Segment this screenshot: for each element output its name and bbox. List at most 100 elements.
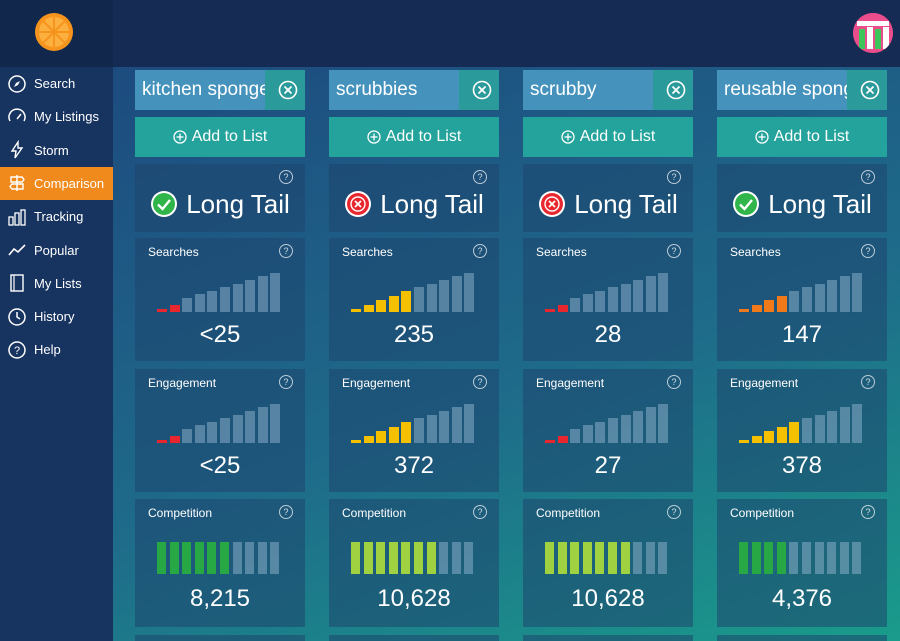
add-to-list-label: Add to List: [385, 128, 462, 145]
level-bar: [570, 429, 581, 443]
orange-logo-icon[interactable]: [34, 12, 74, 52]
sidebar-item-my-listings[interactable]: My Listings: [0, 100, 113, 133]
sidebar-item-popular[interactable]: Popular: [0, 234, 113, 267]
level-bar: [257, 542, 267, 574]
clear-keyword-icon[interactable]: [278, 80, 298, 100]
help-icon[interactable]: ?: [473, 505, 487, 519]
keyword-input[interactable]: scrubby: [523, 70, 653, 110]
keyword-input[interactable]: reusable sponge: [717, 70, 847, 110]
keyword-box: reusable sponge: [717, 70, 887, 110]
level-bar: [426, 283, 437, 312]
sidebar-item-comparison[interactable]: Comparison: [0, 166, 113, 200]
help-icon[interactable]: ?: [861, 170, 875, 184]
level-bar: [363, 304, 374, 312]
level-bar: [852, 403, 863, 443]
level-bar: [751, 435, 762, 443]
help-icon[interactable]: ?: [473, 244, 487, 258]
long-tail-status: Long Tail: [135, 186, 305, 222]
level-bar: [257, 276, 268, 312]
competition-value: 10,628: [377, 585, 451, 612]
engagement-title: Engagement: [148, 376, 217, 390]
level-bar: [220, 542, 229, 574]
check-circle-icon: [151, 191, 178, 217]
help-icon[interactable]: ?: [667, 244, 681, 258]
user-avatar[interactable]: [853, 13, 893, 53]
help-icon[interactable]: ?: [667, 505, 681, 519]
level-bar: [439, 542, 449, 574]
help-icon[interactable]: ?: [279, 375, 293, 389]
help-icon[interactable]: ?: [279, 170, 293, 184]
level-bar: [194, 294, 205, 312]
sidebar-item-search[interactable]: Search: [0, 67, 113, 100]
level-bar: [220, 287, 230, 312]
check-circle-icon: [733, 191, 760, 217]
gauge-icon: [7, 107, 27, 127]
sidebar-item-tracking[interactable]: Tracking: [0, 200, 113, 233]
engagement-value: <25: [199, 452, 241, 479]
sidebar-item-my-lists[interactable]: My Lists: [0, 267, 113, 300]
level-bar: [414, 418, 424, 443]
competition-bar-graph: [329, 542, 499, 574]
level-bar: [839, 407, 850, 443]
help-icon[interactable]: ?: [473, 375, 487, 389]
level-bar: [376, 300, 387, 312]
engagement-card: ? Engagement 378: [717, 369, 887, 492]
add-to-list-button[interactable]: Add to List: [329, 117, 499, 157]
level-bar: [245, 280, 256, 312]
long-tail-card: ? Long Tail: [329, 164, 499, 232]
searches-card: ? Searches 235: [329, 238, 499, 361]
signpost-icon: [7, 173, 27, 193]
keyword-box: kitchen sponge: [135, 70, 305, 110]
sidebar-item-label: Tracking: [34, 209, 84, 225]
level-bar: [451, 276, 462, 312]
level-bar: [789, 422, 800, 443]
clear-keyword-icon[interactable]: [860, 80, 880, 100]
help-icon[interactable]: ?: [667, 375, 681, 389]
level-bar: [232, 283, 243, 312]
level-bar: [270, 403, 281, 443]
competition-title: Competition: [148, 506, 213, 520]
searches-value: 235: [393, 321, 435, 348]
add-to-list-button[interactable]: Add to List: [717, 117, 887, 157]
sidebar-item-label: Help: [34, 342, 61, 358]
keyword-input[interactable]: kitchen sponge: [135, 70, 265, 110]
level-bar: [827, 542, 837, 574]
level-bar: [545, 440, 555, 443]
help-icon[interactable]: ?: [473, 170, 487, 184]
keyword-box: scrubby: [523, 70, 693, 110]
logo-area: [0, 0, 113, 67]
level-bar: [608, 287, 618, 312]
long-tail-card: ? Long Tail: [523, 164, 693, 232]
keyword-input[interactable]: scrubbies: [329, 70, 459, 110]
help-icon[interactable]: ?: [861, 375, 875, 389]
level-bar: [557, 435, 568, 443]
level-bar: [439, 411, 450, 443]
engagement-card: ? Engagement 372: [329, 369, 499, 492]
level-bar: [582, 294, 593, 312]
level-bar: [764, 300, 775, 312]
add-to-list-label: Add to List: [579, 128, 656, 145]
help-icon[interactable]: ?: [861, 505, 875, 519]
help-icon[interactable]: ?: [279, 505, 293, 519]
metric-bar-graph: [135, 399, 305, 443]
level-bar: [645, 407, 656, 443]
sidebar-item-history[interactable]: History: [0, 300, 113, 333]
level-bar: [764, 542, 774, 574]
level-bar: [789, 290, 800, 312]
competition-card: ? Competition 8,215: [135, 499, 305, 627]
help-icon[interactable]: ?: [667, 170, 681, 184]
sidebar-item-storm[interactable]: Storm: [0, 134, 113, 167]
level-bar: [827, 280, 838, 312]
level-bar: [194, 542, 204, 574]
add-to-list-button[interactable]: Add to List: [135, 117, 305, 157]
help-icon[interactable]: ?: [279, 244, 293, 258]
clear-keyword-icon[interactable]: [472, 80, 492, 100]
level-bar: [439, 280, 450, 312]
level-bar: [157, 542, 166, 574]
level-bar: [545, 542, 554, 574]
add-to-list-label: Add to List: [191, 128, 268, 145]
add-to-list-button[interactable]: Add to List: [523, 117, 693, 157]
help-icon[interactable]: ?: [861, 244, 875, 258]
clear-keyword-icon[interactable]: [666, 80, 686, 100]
sidebar-item-help[interactable]: ? Help: [0, 333, 113, 366]
